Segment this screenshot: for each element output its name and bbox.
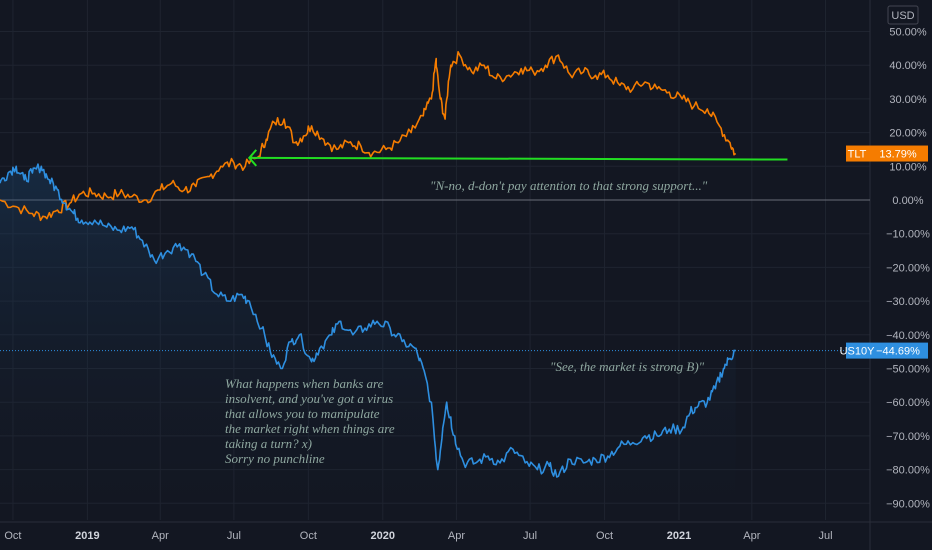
annotations: "N-no, d-don't pay attention to that str… [225, 178, 708, 466]
last-value-badges: TLT 13.79% US10Y −44.69% [840, 145, 928, 359]
x-tick-label: Oct [300, 530, 317, 542]
annotation-tlt-note: "N-no, d-don't pay attention to that str… [430, 178, 708, 193]
series-line-us10y[interactable] [0, 163, 736, 478]
y-tick-label: −40.00% [886, 330, 930, 342]
y-tick-label: −70.00% [886, 431, 930, 443]
badge-series-name: TLT [848, 149, 867, 161]
badge-name-box [846, 342, 868, 359]
badge-series-name: US10Y [840, 346, 876, 358]
y-tick-label: −60.00% [886, 397, 930, 409]
annotation-line: "See, the market is strong B)" [550, 359, 705, 374]
annotation-line: Sorry no punchline [225, 451, 325, 466]
badge-tlt: TLT 13.79% [846, 145, 928, 162]
annotation-market-note: "See, the market is strong B)" [550, 359, 705, 374]
annotation-banks-note: What happens when banks are insolvent, an… [225, 376, 395, 466]
badge-series-value: 13.79% [879, 149, 917, 161]
x-tick-label: 2020 [371, 530, 395, 542]
x-tick-label: Oct [596, 530, 613, 542]
y-tick-label: 20.00% [889, 128, 927, 140]
support-line-stroke[interactable] [249, 156, 788, 161]
badge-us10y: US10Y −44.69% [840, 342, 928, 359]
badge-value-box [868, 145, 928, 162]
y-tick-label: 0.00% [892, 195, 923, 207]
y-tick-label: −80.00% [886, 465, 930, 477]
x-tick-label: 2019 [75, 530, 99, 542]
y-tick-label: −90.00% [886, 498, 930, 510]
x-tick-label: Oct [4, 530, 21, 542]
x-axis[interactable]: Oct 2019 Apr Jul Oct 2020 Apr Jul Oct 2021 Apr Jul [4, 530, 832, 542]
y-tick-label: −20.00% [886, 262, 930, 274]
y-tick-label: 10.00% [889, 161, 927, 173]
series-line-tlt[interactable] [0, 51, 737, 222]
y-tick-label: −30.00% [886, 296, 930, 308]
x-tick-label: Jul [818, 530, 832, 542]
annotation-line: "N-no, d-don't pay attention to that str… [430, 178, 708, 193]
annotation-line: taking a turn? x) [225, 436, 312, 451]
badge-name-box [846, 145, 868, 162]
x-tick-label: Apr [448, 530, 465, 542]
support-arrow-head [247, 149, 258, 167]
x-tick-label: Apr [743, 530, 760, 542]
y-tick-label: 50.00% [889, 27, 927, 39]
support-line [247, 149, 788, 167]
x-tick-label: Apr [152, 530, 169, 542]
x-tick-label: Jul [523, 530, 537, 542]
badge-value-box [868, 342, 928, 359]
currency-unit[interactable]: USD [887, 5, 919, 25]
y-tick-label: 40.00% [889, 60, 927, 72]
y-axis[interactable]: 50.00% 40.00% 30.00% 20.00% 10.00% 0.00% −10.0… [886, 27, 930, 511]
us10y-area [0, 164, 870, 520]
y-tick-label: −50.00% [886, 364, 930, 376]
annotation-line: the market right when things are [225, 421, 395, 436]
unit-label: USD [891, 10, 914, 22]
x-tick-label: 2021 [667, 530, 691, 542]
annotation-line: What happens when banks are [225, 376, 384, 391]
annotation-line: insolvent, and you've got a virus [225, 391, 393, 406]
x-tick-label: Jul [227, 530, 241, 542]
badge-series-value: −44.69% [876, 346, 920, 358]
series-lines [0, 51, 737, 478]
annotation-line: that allows you to manipulate [225, 406, 380, 421]
us10y-area-fill [0, 164, 736, 520]
y-tick-label: 30.00% [889, 94, 927, 106]
y-tick-label: −10.00% [886, 229, 930, 241]
